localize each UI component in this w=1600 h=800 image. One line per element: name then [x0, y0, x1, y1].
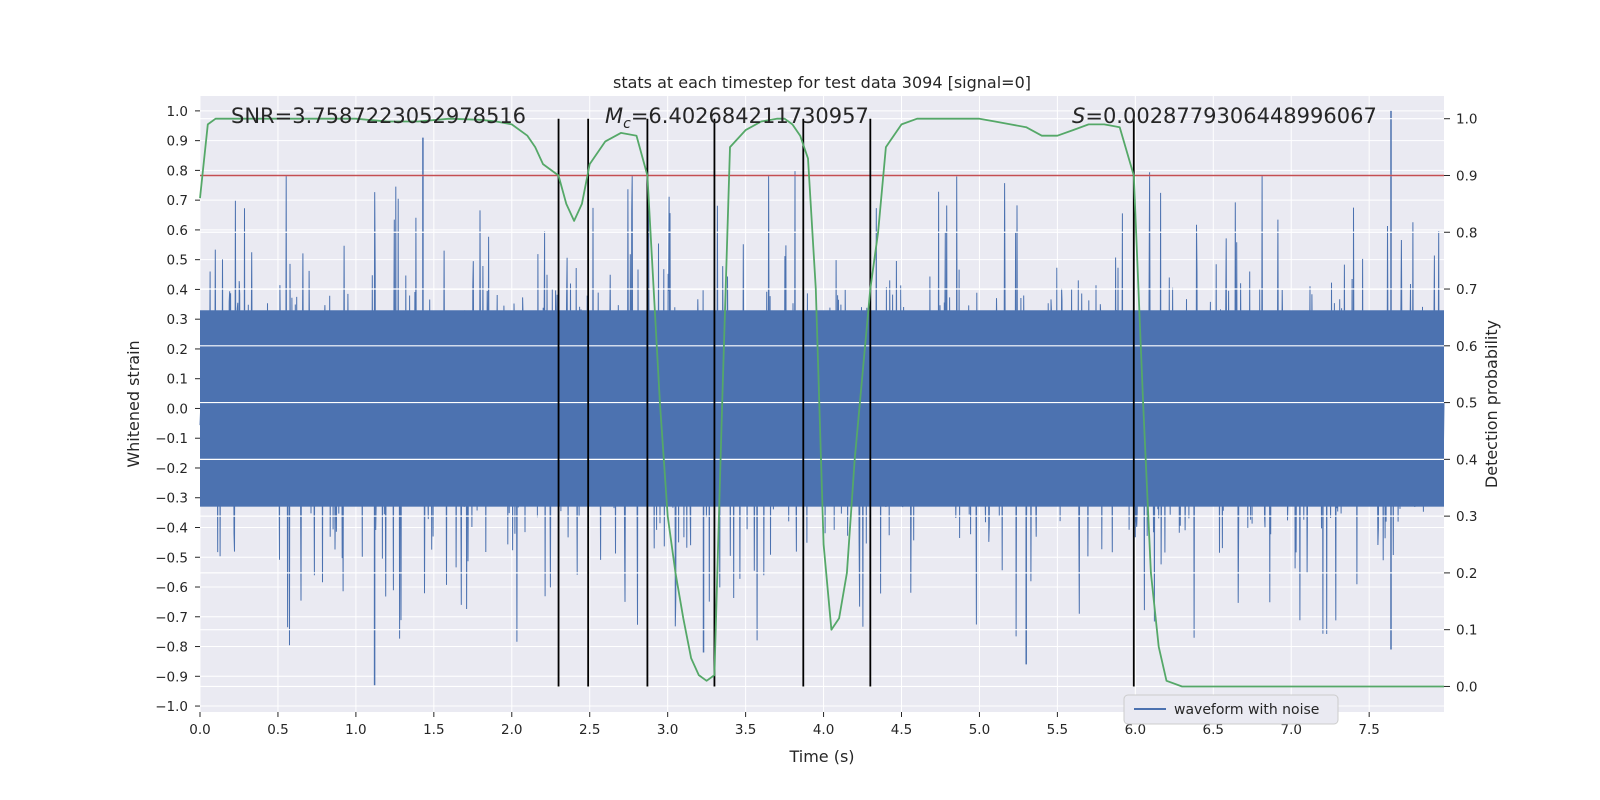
x-tick-label: 6.5 — [1203, 722, 1224, 738]
mc-symbol: M — [605, 104, 623, 128]
y2-tick-label: 0.0 — [1456, 679, 1477, 695]
y-tick-label: −0.6 — [155, 580, 188, 596]
x-tick-label: 4.5 — [891, 722, 912, 738]
mc-subscript: c — [623, 116, 631, 132]
y-tick-label: 0.0 — [167, 401, 188, 417]
x-ticks: 0.0 0.5 1.0 1.5 2.0 2.5 3.0 3.5 4.0 4.5 5.0 5.5 6.0 6… — [189, 712, 1380, 738]
y2-tick-label: 0.8 — [1456, 225, 1477, 241]
right-y-ticks: 1.0 0.9 0.8 0.7 0.6 0.5 0.4 0.3 0.2 0.1 0.0 — [1444, 112, 1477, 695]
y2-tick-label: 0.2 — [1456, 566, 1477, 582]
y-tick-label: −1.0 — [155, 699, 188, 715]
y2-tick-label: 0.4 — [1456, 452, 1477, 468]
x-tick-label: 3.5 — [735, 722, 756, 738]
snr-annotation: SNR=3.7587223052978516 — [231, 104, 526, 128]
y-tick-label: 1.0 — [167, 104, 188, 120]
s-value: =0.0028779306448996067 — [1085, 104, 1377, 128]
y-tick-label: −0.8 — [155, 640, 188, 656]
y-tick-label: 0.5 — [167, 253, 188, 269]
x-tick-label: 2.0 — [501, 722, 522, 738]
y2-tick-label: 0.9 — [1456, 168, 1477, 184]
y-tick-label: 0.3 — [167, 312, 188, 328]
y2-tick-label: 0.7 — [1456, 282, 1477, 298]
x-tick-label: 1.0 — [345, 722, 366, 738]
y-tick-label: −0.4 — [155, 520, 188, 536]
chirp-mass-annotation: Mc=6.402684211730957 — [605, 104, 869, 132]
s-symbol: S — [1072, 104, 1085, 128]
y-tick-label: −0.9 — [155, 669, 188, 685]
y2-tick-label: 0.3 — [1456, 509, 1477, 525]
detection-probability-series — [199, 117, 1444, 688]
x-axis-label: Time (s) — [788, 747, 854, 766]
x-tick-label: 0.5 — [267, 722, 288, 738]
y2-tick-label: 0.6 — [1456, 339, 1477, 355]
y-tick-label: 0.7 — [167, 193, 188, 209]
y-tick-label: 0.1 — [167, 372, 188, 388]
legend-box — [1123, 694, 1339, 725]
y-tick-label: −0.3 — [155, 491, 188, 507]
y2-tick-label: 0.5 — [1456, 396, 1477, 412]
y-tick-label: 0.4 — [167, 282, 188, 298]
left-y-ticks: 1.0 0.9 0.8 0.7 0.6 0.5 0.4 0.3 0.2 0.1 0.0 −0.1 −0.… — [155, 104, 200, 715]
x-tick-label: 4.0 — [813, 722, 834, 738]
x-tick-label: 5.5 — [1047, 722, 1068, 738]
x-tick-label: 3.0 — [657, 722, 678, 738]
y2-tick-label: 0.1 — [1456, 623, 1477, 639]
x-tick-label: 7.5 — [1358, 722, 1379, 738]
x-tick-label: 2.5 — [579, 722, 600, 738]
x-tick-label: 0.0 — [189, 722, 210, 738]
legend-label: waveform with noise — [1174, 702, 1319, 718]
legend: waveform with noise — [1123, 694, 1339, 725]
y2-tick-label: 1.0 — [1456, 112, 1477, 128]
x-tick-label: 6.0 — [1125, 722, 1146, 738]
y-axis-label: Whitened strain — [124, 340, 143, 467]
x-tick-label: 1.5 — [423, 722, 444, 738]
detection-probability-line — [199, 117, 1444, 688]
y-tick-label: 0.8 — [167, 163, 188, 179]
y-tick-label: 0.2 — [167, 342, 188, 358]
y-tick-label: −0.5 — [155, 550, 188, 566]
y-tick-label: 0.6 — [167, 223, 188, 239]
event-marker-lines — [557, 118, 1135, 687]
x-tick-label: 7.0 — [1280, 722, 1301, 738]
y-tick-label: −0.7 — [155, 610, 188, 626]
y-tick-label: −0.2 — [155, 461, 188, 477]
y-tick-label: 0.9 — [167, 134, 188, 150]
y2-axis-label: Detection probability — [1482, 320, 1501, 488]
s-statistic-annotation: S=0.0028779306448996067 — [1072, 104, 1377, 128]
mc-value: =6.402684211730957 — [631, 104, 869, 128]
x-tick-label: 5.0 — [969, 722, 990, 738]
y-tick-label: −0.1 — [155, 431, 188, 447]
chart-title: stats at each timestep for test data 309… — [613, 73, 1031, 92]
